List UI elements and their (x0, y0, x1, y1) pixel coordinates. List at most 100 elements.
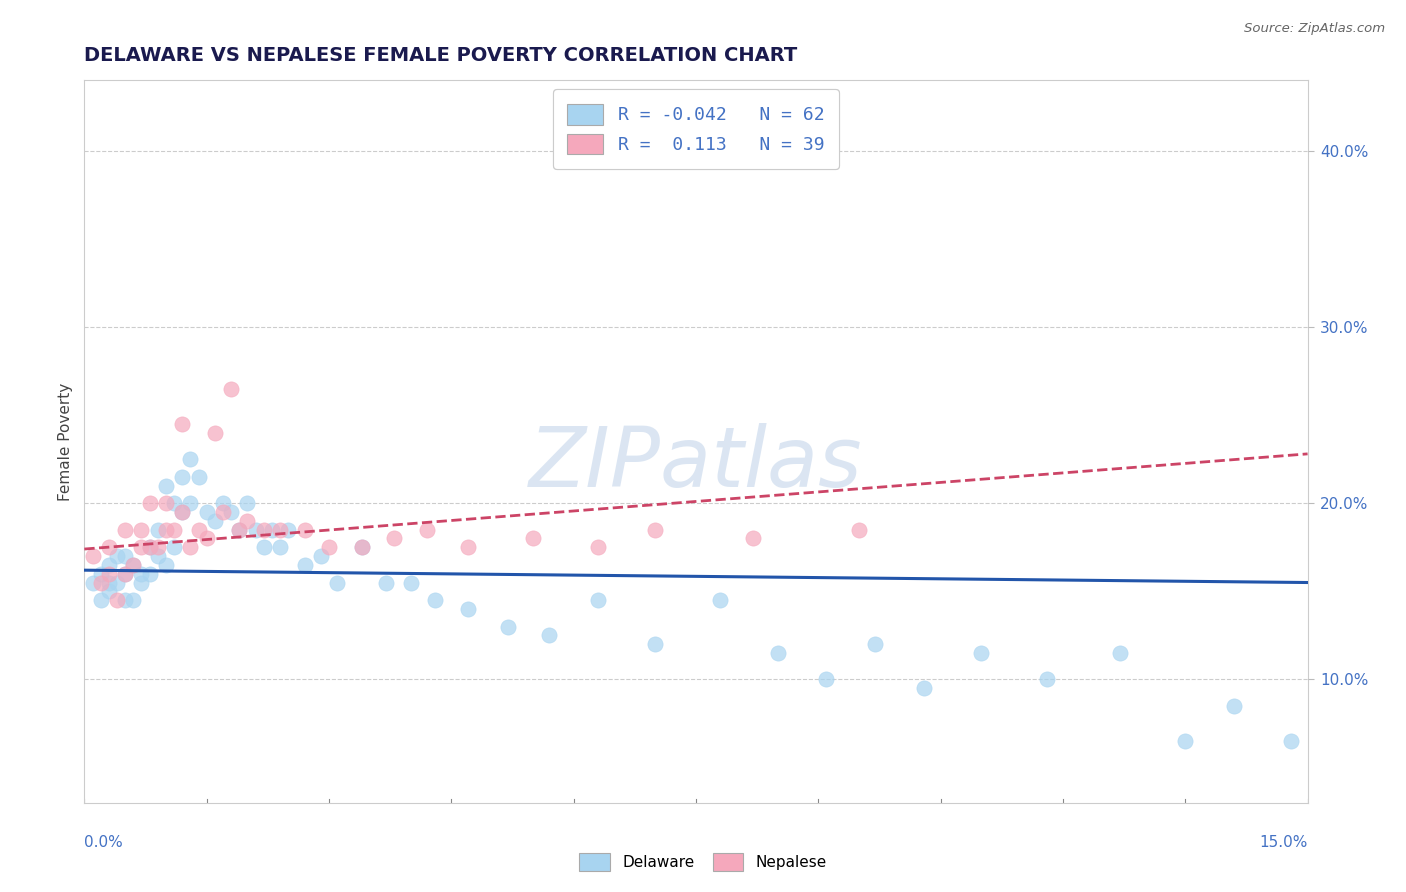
Point (138, 566, 160, 581)
Point (122, 558, 145, 572)
Point (212, 505, 235, 519)
Point (219, 382, 242, 396)
Y-axis label: Female Poverty: Female Poverty (58, 383, 73, 500)
Point (815, 673, 838, 687)
Point (212, 496, 235, 510)
Point (114, 593, 136, 607)
Point (114, 566, 136, 581)
Point (82, 549, 104, 563)
Point (90, 593, 112, 607)
Point (644, 523, 666, 537)
Point (865, 637, 887, 651)
Point (163, 541, 186, 555)
Point (114, 566, 136, 581)
Point (423, 593, 446, 607)
Point (294, 558, 316, 572)
Point (228, 523, 250, 537)
Point (179, 496, 201, 510)
Point (82, 575, 104, 590)
Point (269, 541, 291, 555)
Point (1174, 734, 1197, 748)
Point (709, 593, 731, 607)
Point (172, 470, 194, 484)
Point (97, 584, 120, 599)
Point (204, 514, 226, 528)
Point (97, 566, 120, 581)
Point (155, 523, 177, 537)
Point (131, 566, 153, 581)
Point (172, 505, 194, 519)
Point (1223, 698, 1246, 713)
Point (122, 593, 145, 607)
Point (538, 628, 561, 642)
Point (163, 523, 186, 537)
Point (1035, 673, 1057, 687)
Point (766, 646, 789, 660)
Point (146, 549, 169, 563)
Point (1279, 734, 1302, 748)
Point (457, 541, 479, 555)
Point (848, 523, 870, 537)
Point (105, 549, 128, 563)
Point (155, 496, 177, 510)
Point (498, 619, 520, 633)
Point (228, 523, 250, 537)
Point (172, 417, 194, 431)
Point (146, 541, 169, 555)
Point (179, 452, 201, 467)
Point (138, 541, 160, 555)
Point (245, 523, 267, 537)
Point (970, 646, 993, 660)
Point (105, 593, 128, 607)
Point (742, 532, 765, 546)
Point (131, 523, 153, 537)
Point (382, 532, 405, 546)
Point (219, 505, 242, 519)
Text: ZIPatlas: ZIPatlas (529, 423, 863, 504)
Point (97, 558, 120, 572)
Point (350, 541, 373, 555)
Point (253, 523, 276, 537)
Point (131, 575, 153, 590)
Point (253, 541, 276, 555)
Point (416, 523, 439, 537)
Point (122, 558, 145, 572)
Point (163, 496, 186, 510)
Point (277, 523, 299, 537)
Point (155, 558, 177, 572)
Point (195, 532, 218, 546)
Point (105, 575, 128, 590)
Text: DELAWARE VS NEPALESE FEMALE POVERTY CORRELATION CHART: DELAWARE VS NEPALESE FEMALE POVERTY CORR… (84, 45, 797, 65)
Legend: Delaware, Nepalese: Delaware, Nepalese (574, 847, 832, 877)
Point (204, 425, 226, 440)
Text: Source: ZipAtlas.com: Source: ZipAtlas.com (1244, 22, 1385, 36)
Point (179, 541, 201, 555)
Text: 15.0%: 15.0% (1260, 835, 1308, 850)
Point (318, 541, 340, 555)
Point (457, 602, 479, 616)
Point (309, 549, 332, 563)
Point (187, 523, 209, 537)
Point (912, 681, 935, 696)
Point (172, 505, 194, 519)
Point (236, 496, 259, 510)
Point (114, 523, 136, 537)
Point (138, 541, 160, 555)
Point (187, 470, 209, 484)
Point (522, 532, 544, 546)
Point (97, 575, 120, 590)
Point (146, 523, 169, 537)
Point (114, 549, 136, 563)
Legend: R = -0.042   N = 62, R =  0.113   N = 39: R = -0.042 N = 62, R = 0.113 N = 39 (553, 89, 839, 169)
Point (90, 566, 112, 581)
Point (260, 523, 283, 537)
Point (90, 575, 112, 590)
Point (644, 637, 666, 651)
Point (236, 514, 259, 528)
Point (269, 523, 291, 537)
Point (399, 575, 422, 590)
Point (586, 593, 609, 607)
Point (131, 541, 153, 555)
Point (195, 505, 218, 519)
Text: 0.0%: 0.0% (84, 835, 124, 850)
